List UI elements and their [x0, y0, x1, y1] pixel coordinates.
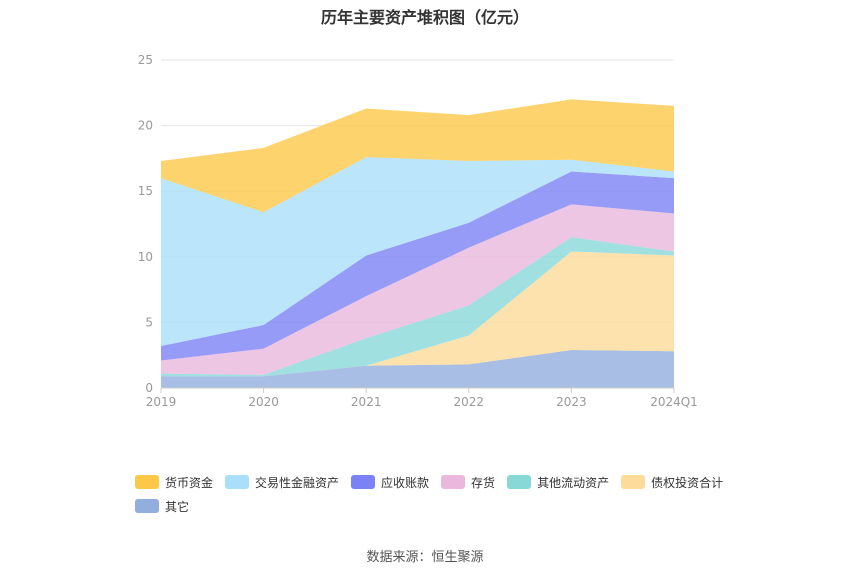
y-tick-label: 15	[138, 184, 153, 198]
chart-title: 历年主要资产堆积图（亿元）	[320, 8, 529, 27]
legend-swatch	[351, 475, 376, 489]
area-series-5	[161, 157, 674, 347]
legend-swatch	[135, 475, 159, 489]
legend-label: 交易性金融资产	[255, 475, 340, 490]
y-tick-label: 5	[145, 315, 153, 329]
legend-item[interactable]: 交易性金融资产	[225, 472, 339, 492]
legend-swatch	[441, 475, 466, 489]
legend-item[interactable]: 其它	[135, 496, 189, 516]
legend-label: 货币资金	[165, 475, 214, 490]
legend-swatch	[621, 475, 646, 489]
legend-item[interactable]: 存货	[441, 472, 495, 492]
x-tick-label: 2024Q1	[650, 395, 698, 409]
legend-label: 其它	[165, 499, 190, 514]
legend-item[interactable]: 其他流动资产	[507, 472, 609, 492]
legend-label: 其他流动资产	[537, 475, 610, 490]
area-series-3	[161, 204, 674, 375]
x-tick-label: 2022	[454, 395, 485, 409]
legend-item[interactable]: 债权投资合计	[621, 472, 723, 492]
legend-item[interactable]: 货币资金	[135, 472, 213, 492]
chart-legend: 货币资金 交易性金融资产 应收账款 存货 其他流动资产 债权投资合计其它	[135, 472, 755, 520]
area-series-6	[161, 99, 674, 213]
legend-swatch	[507, 475, 532, 489]
x-tick-label: 2019	[146, 395, 177, 409]
y-tick-label: 0	[145, 381, 153, 395]
legend-swatch	[225, 475, 250, 489]
area-series-2	[161, 237, 674, 377]
legend-item[interactable]: 应收账款	[351, 472, 429, 492]
legend-label: 存货	[471, 475, 496, 490]
legend-label: 债权投资合计	[651, 475, 724, 490]
legend-swatch	[135, 499, 159, 513]
data-source: 数据来源：恒生聚源	[366, 550, 484, 565]
y-tick-label: 20	[138, 119, 153, 133]
x-tick-label: 2021	[351, 395, 382, 409]
x-tick-label: 2020	[248, 395, 279, 409]
y-tick-label: 25	[138, 53, 153, 67]
area-series-1	[161, 251, 674, 377]
y-tick-label: 10	[138, 250, 153, 264]
stacked-area-chart: 0 5 10 15 20 25 2019 2020 2021 2022 2023 2024Q1	[138, 53, 698, 409]
area-series-0	[161, 349, 674, 388]
x-tick-label: 2023	[556, 395, 587, 409]
area-series-4	[161, 171, 674, 361]
legend-label: 应收账款	[381, 475, 430, 490]
